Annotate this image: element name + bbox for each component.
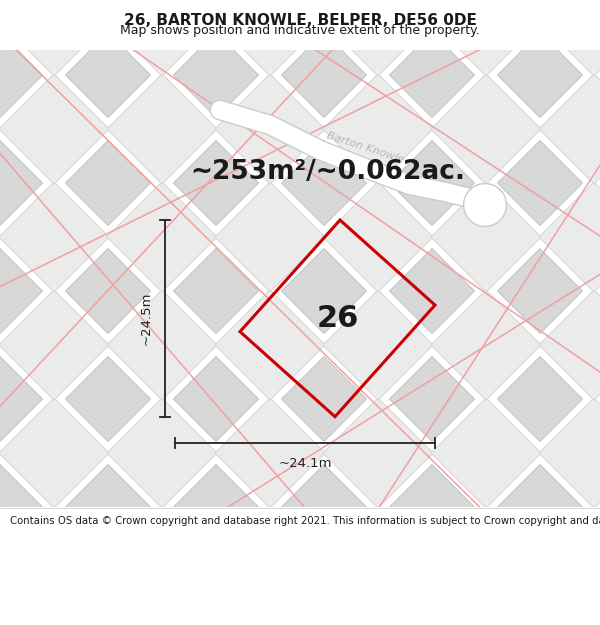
Polygon shape (0, 74, 109, 184)
Polygon shape (0, 290, 109, 400)
Polygon shape (323, 0, 433, 76)
Polygon shape (0, 398, 109, 508)
Polygon shape (323, 506, 433, 616)
Polygon shape (497, 141, 583, 226)
Polygon shape (323, 182, 433, 292)
Polygon shape (389, 0, 475, 9)
Polygon shape (65, 0, 151, 9)
Polygon shape (539, 74, 600, 184)
Polygon shape (215, 506, 325, 616)
Polygon shape (539, 0, 600, 76)
Polygon shape (497, 464, 583, 549)
Polygon shape (431, 182, 541, 292)
Polygon shape (215, 290, 325, 400)
Polygon shape (0, 32, 43, 118)
Polygon shape (389, 32, 475, 118)
Polygon shape (107, 290, 217, 400)
Polygon shape (431, 0, 541, 76)
Polygon shape (323, 290, 433, 400)
Polygon shape (0, 0, 1, 76)
Text: Map shows position and indicative extent of the property.: Map shows position and indicative extent… (120, 24, 480, 37)
Polygon shape (0, 182, 109, 292)
Polygon shape (65, 357, 151, 441)
Polygon shape (107, 0, 217, 76)
Polygon shape (173, 464, 259, 549)
Polygon shape (0, 0, 43, 9)
Polygon shape (389, 249, 475, 333)
Polygon shape (281, 0, 367, 9)
Polygon shape (65, 141, 151, 226)
Text: ~253m²/~0.062ac.: ~253m²/~0.062ac. (190, 159, 465, 185)
Text: 26, BARTON KNOWLE, BELPER, DE56 0DE: 26, BARTON KNOWLE, BELPER, DE56 0DE (124, 13, 476, 28)
Polygon shape (0, 249, 43, 333)
Polygon shape (431, 398, 541, 508)
Polygon shape (65, 249, 151, 333)
Polygon shape (107, 74, 217, 184)
Polygon shape (215, 0, 325, 76)
Polygon shape (497, 0, 583, 9)
Polygon shape (431, 74, 541, 184)
Polygon shape (539, 290, 600, 400)
Polygon shape (323, 398, 433, 508)
Polygon shape (497, 249, 583, 333)
Polygon shape (65, 32, 151, 118)
Polygon shape (0, 506, 109, 616)
Polygon shape (0, 141, 43, 226)
Polygon shape (431, 290, 541, 400)
Polygon shape (0, 290, 1, 400)
Polygon shape (281, 464, 367, 549)
Polygon shape (539, 398, 600, 508)
Polygon shape (0, 74, 1, 184)
Polygon shape (173, 0, 259, 9)
Polygon shape (389, 141, 475, 226)
Polygon shape (0, 182, 1, 292)
Text: Barton Knowle: Barton Knowle (325, 131, 405, 165)
Circle shape (464, 184, 506, 226)
Polygon shape (323, 74, 433, 184)
Polygon shape (281, 357, 367, 441)
Polygon shape (173, 141, 259, 226)
Polygon shape (173, 357, 259, 441)
Polygon shape (497, 32, 583, 118)
Polygon shape (0, 464, 43, 549)
Polygon shape (281, 32, 367, 118)
Text: 26: 26 (316, 304, 359, 333)
Polygon shape (389, 357, 475, 441)
Polygon shape (215, 182, 325, 292)
Polygon shape (215, 74, 325, 184)
Polygon shape (107, 506, 217, 616)
Text: Contains OS data © Crown copyright and database right 2021. This information is : Contains OS data © Crown copyright and d… (10, 516, 600, 526)
Polygon shape (281, 141, 367, 226)
Polygon shape (389, 464, 475, 549)
Polygon shape (215, 398, 325, 508)
Polygon shape (0, 506, 1, 616)
Polygon shape (431, 506, 541, 616)
Polygon shape (281, 249, 367, 333)
Polygon shape (0, 0, 109, 76)
Circle shape (465, 185, 505, 225)
Polygon shape (539, 506, 600, 616)
Polygon shape (173, 249, 259, 333)
Polygon shape (497, 357, 583, 441)
Polygon shape (0, 357, 43, 441)
Polygon shape (0, 398, 1, 508)
Polygon shape (107, 398, 217, 508)
Polygon shape (539, 182, 600, 292)
Polygon shape (65, 464, 151, 549)
Polygon shape (173, 32, 259, 118)
Polygon shape (107, 182, 217, 292)
Text: ~24.1m: ~24.1m (278, 458, 332, 470)
Text: ~24.5m: ~24.5m (140, 292, 153, 345)
